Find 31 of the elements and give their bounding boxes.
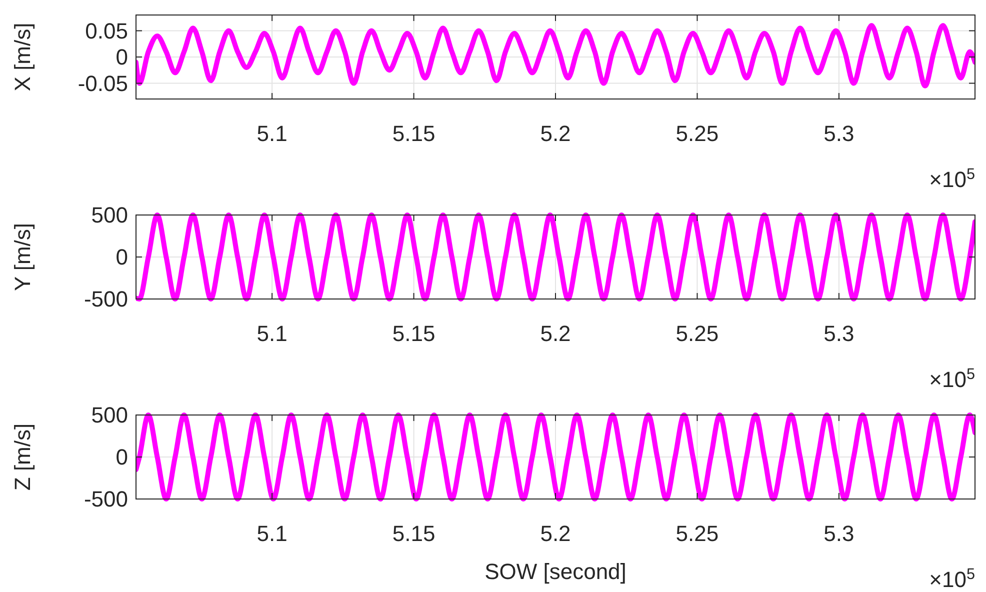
y-tick-label: -0.05 xyxy=(78,70,128,96)
x-tick-label: 5.2 xyxy=(540,521,571,546)
x-tick-label: 5.25 xyxy=(676,521,719,546)
x-tick-label: 5.15 xyxy=(392,521,436,546)
x-tick-label: 5.3 xyxy=(824,121,854,146)
y-tick-label: 0 xyxy=(116,444,128,470)
x-tick-label: 5.25 xyxy=(676,321,719,346)
x-tick-label: 5.3 xyxy=(824,321,854,346)
y-tick-label: 500 xyxy=(91,402,128,428)
y-tick-label: -500 xyxy=(84,486,128,512)
text: ×10$^{5}$ xyxy=(929,166,975,192)
text: ×10$^{5}$ xyxy=(929,566,975,592)
x-tick-label: 5.15 xyxy=(392,321,436,346)
y-axis-title: Y [m/s] xyxy=(10,222,35,292)
x-axis-title: SOW [second] xyxy=(484,559,626,584)
y-tick-label: 0.05 xyxy=(85,18,128,44)
x-tick-label: 5.1 xyxy=(256,121,288,146)
x-tick-label: 5.25 xyxy=(676,121,719,146)
x-tick-label: 5.1 xyxy=(256,521,288,546)
y-tick-label: 500 xyxy=(91,202,128,228)
x-tick-label: 5.2 xyxy=(540,121,571,146)
x-tick-label: 5.2 xyxy=(540,321,571,346)
x-tick-label: 5.3 xyxy=(824,521,854,546)
y-tick-label: 0 xyxy=(116,44,128,70)
y-axis-title: X [m/s] xyxy=(10,22,35,92)
y-tick-label: 0 xyxy=(116,244,128,270)
x-tick-label: 5.15 xyxy=(392,121,436,146)
x-tick-label: 5.1 xyxy=(256,321,288,346)
y-axis-title: Z [m/s] xyxy=(10,423,35,491)
y-tick-label: -500 xyxy=(84,286,128,312)
text: ×10$^{5}$ xyxy=(929,366,975,392)
